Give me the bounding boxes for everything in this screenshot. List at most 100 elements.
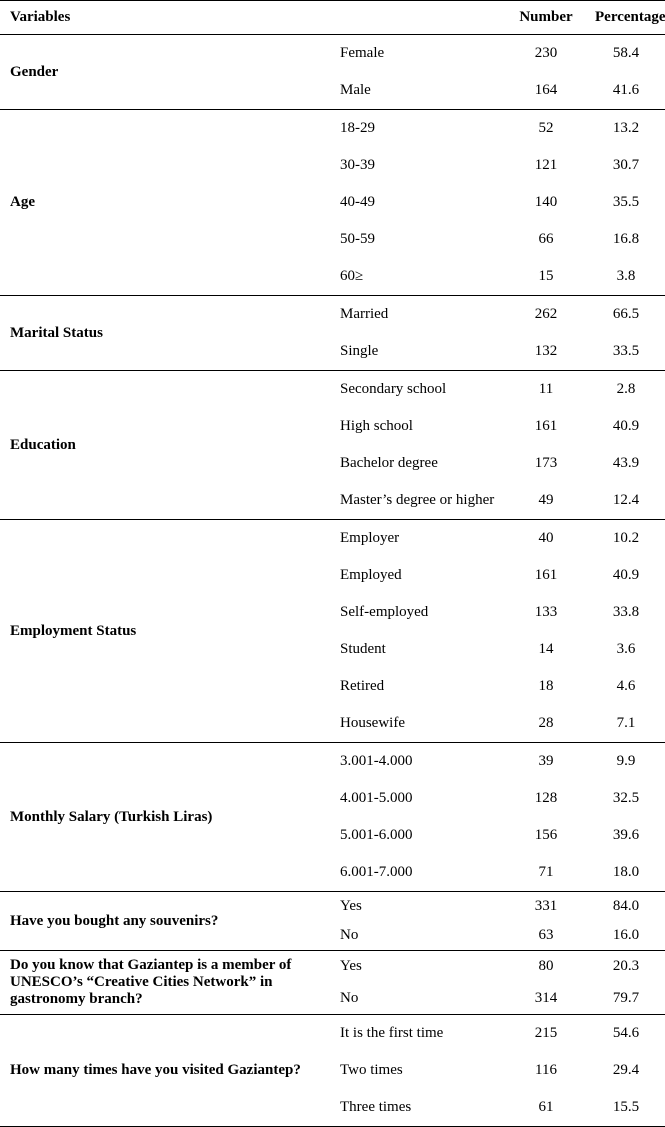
percentage-cell: 39.6 xyxy=(585,817,665,854)
category-cell: Two times xyxy=(330,1052,505,1089)
variable-name: Monthly Salary (Turkish Liras) xyxy=(0,743,330,892)
percentage-cell: 40.9 xyxy=(585,557,665,594)
number-cell: 80 xyxy=(505,951,585,983)
number-cell: 18 xyxy=(505,668,585,705)
category-cell: 18-29 xyxy=(330,110,505,148)
number-cell: 133 xyxy=(505,594,585,631)
category-cell: 30-39 xyxy=(330,147,505,184)
table-row: Marital StatusMarried26266.5 xyxy=(0,296,665,334)
percentage-cell: 40.9 xyxy=(585,408,665,445)
number-cell: 230 xyxy=(505,35,585,73)
table-row: Have you bought any souvenirs?Yes33184.0 xyxy=(0,892,665,922)
category-cell: Self-employed xyxy=(330,594,505,631)
header-number: Number xyxy=(505,1,585,35)
category-cell: Master’s degree or higher xyxy=(330,482,505,520)
number-cell: 52 xyxy=(505,110,585,148)
percentage-cell: 33.5 xyxy=(585,333,665,371)
number-cell: 61 xyxy=(505,1089,585,1126)
percentage-cell: 7.1 xyxy=(585,705,665,743)
percentage-cell: 13.2 xyxy=(585,110,665,148)
number-cell: 161 xyxy=(505,408,585,445)
percentage-cell: 66.5 xyxy=(585,296,665,334)
percentage-cell: 58.4 xyxy=(585,35,665,73)
table-row: Employment StatusEmployer4010.2 xyxy=(0,520,665,558)
category-cell: No xyxy=(330,983,505,1015)
number-cell: 140 xyxy=(505,184,585,221)
table-body: GenderFemale23058.4Male16441.6Age18-2952… xyxy=(0,35,665,1127)
category-cell: 5.001-6.000 xyxy=(330,817,505,854)
number-cell: 128 xyxy=(505,780,585,817)
variable-name: Do you know that Gaziantep is a member o… xyxy=(0,951,330,1015)
variable-name: Have you bought any souvenirs? xyxy=(0,892,330,951)
percentage-cell: 15.5 xyxy=(585,1089,665,1126)
percentage-cell: 2.8 xyxy=(585,371,665,409)
category-cell: 60≥ xyxy=(330,258,505,296)
table-row: GenderFemale23058.4 xyxy=(0,35,665,73)
percentage-cell: 3.8 xyxy=(585,258,665,296)
percentage-cell: 84.0 xyxy=(585,892,665,922)
header-variables: Variables xyxy=(0,1,505,35)
category-cell: No xyxy=(330,921,505,951)
table: Variables Number Percentage GenderFemale… xyxy=(0,1,665,1126)
number-cell: 39 xyxy=(505,743,585,781)
category-cell: Employed xyxy=(330,557,505,594)
percentage-cell: 41.6 xyxy=(585,72,665,110)
category-cell: Single xyxy=(330,333,505,371)
percentage-cell: 32.5 xyxy=(585,780,665,817)
variable-name: Age xyxy=(0,110,330,296)
percentage-cell: 16.8 xyxy=(585,221,665,258)
category-cell: Secondary school xyxy=(330,371,505,409)
percentage-cell: 54.6 xyxy=(585,1015,665,1053)
category-cell: Employer xyxy=(330,520,505,558)
table-row: Do you know that Gaziantep is a member o… xyxy=(0,951,665,983)
number-cell: 173 xyxy=(505,445,585,482)
percentage-cell: 16.0 xyxy=(585,921,665,951)
percentage-cell: 33.8 xyxy=(585,594,665,631)
table-row: Age18-295213.2 xyxy=(0,110,665,148)
percentage-cell: 79.7 xyxy=(585,983,665,1015)
number-cell: 11 xyxy=(505,371,585,409)
category-cell: Student xyxy=(330,631,505,668)
number-cell: 314 xyxy=(505,983,585,1015)
percentage-cell: 43.9 xyxy=(585,445,665,482)
category-cell: Yes xyxy=(330,951,505,983)
category-cell: Male xyxy=(330,72,505,110)
number-cell: 63 xyxy=(505,921,585,951)
number-cell: 28 xyxy=(505,705,585,743)
number-cell: 49 xyxy=(505,482,585,520)
percentage-cell: 10.2 xyxy=(585,520,665,558)
demographics-table: Variables Number Percentage GenderFemale… xyxy=(0,0,665,1127)
category-cell: Three times xyxy=(330,1089,505,1126)
category-cell: Retired xyxy=(330,668,505,705)
number-cell: 15 xyxy=(505,258,585,296)
header-percentage: Percentage xyxy=(585,1,665,35)
variable-name: How many times have you visited Gaziante… xyxy=(0,1015,330,1127)
category-cell: 3.001-4.000 xyxy=(330,743,505,781)
percentage-cell: 12.4 xyxy=(585,482,665,520)
number-cell: 164 xyxy=(505,72,585,110)
number-cell: 215 xyxy=(505,1015,585,1053)
category-cell: 4.001-5.000 xyxy=(330,780,505,817)
table-row: EducationSecondary school112.8 xyxy=(0,371,665,409)
variable-name: Education xyxy=(0,371,330,520)
number-cell: 161 xyxy=(505,557,585,594)
category-cell: Female xyxy=(330,35,505,73)
category-cell: It is the first time xyxy=(330,1015,505,1053)
variable-name: Gender xyxy=(0,35,330,110)
category-cell: Married xyxy=(330,296,505,334)
number-cell: 331 xyxy=(505,892,585,922)
percentage-cell: 3.6 xyxy=(585,631,665,668)
category-cell: Bachelor degree xyxy=(330,445,505,482)
number-cell: 14 xyxy=(505,631,585,668)
number-cell: 40 xyxy=(505,520,585,558)
number-cell: 132 xyxy=(505,333,585,371)
category-cell: 6.001-7.000 xyxy=(330,854,505,892)
percentage-cell: 29.4 xyxy=(585,1052,665,1089)
category-cell: 40-49 xyxy=(330,184,505,221)
number-cell: 66 xyxy=(505,221,585,258)
number-cell: 121 xyxy=(505,147,585,184)
category-cell: Housewife xyxy=(330,705,505,743)
percentage-cell: 18.0 xyxy=(585,854,665,892)
number-cell: 262 xyxy=(505,296,585,334)
variable-name: Marital Status xyxy=(0,296,330,371)
